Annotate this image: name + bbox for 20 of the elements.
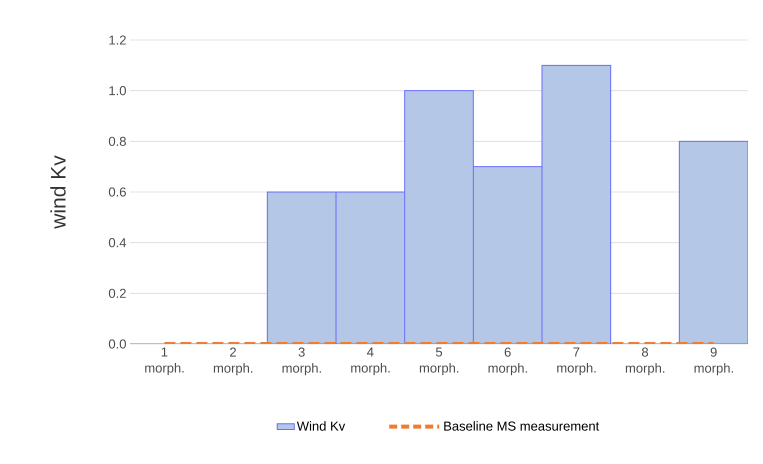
- x-tick-label: 9 morph.: [694, 348, 733, 376]
- legend-label: Baseline MS measurement: [444, 421, 600, 431]
- y-tick-label: 1.2: [109, 35, 126, 45]
- y-tick-label: 0.2: [108, 288, 126, 298]
- legend-label: Wind Kv: [296, 421, 346, 431]
- y-tick-label: 1.0: [109, 86, 126, 96]
- y-tick-label: 0.6: [108, 187, 126, 197]
- x-tick-label: 4 morph.: [351, 348, 390, 376]
- y-tick-label: 0.4: [108, 238, 126, 248]
- x-tick-label: 8 morph.: [626, 348, 664, 376]
- x-tick-label: 2 morph.: [214, 348, 252, 376]
- x-tick-label: 7 morph.: [557, 348, 596, 376]
- y-tick-label: 0.0: [108, 339, 126, 349]
- x-tick-label: 5 morph.: [420, 348, 458, 376]
- x-tick-label: 6 morph.: [488, 348, 527, 376]
- x-tick-label: 3 morph.: [282, 348, 321, 376]
- y-tick-label: 0.8: [108, 136, 126, 146]
- x-tick-label: 1 morph.: [145, 348, 184, 376]
- y-axis-title: wind Kv: [50, 155, 66, 229]
- bar: [678, 140, 748, 344]
